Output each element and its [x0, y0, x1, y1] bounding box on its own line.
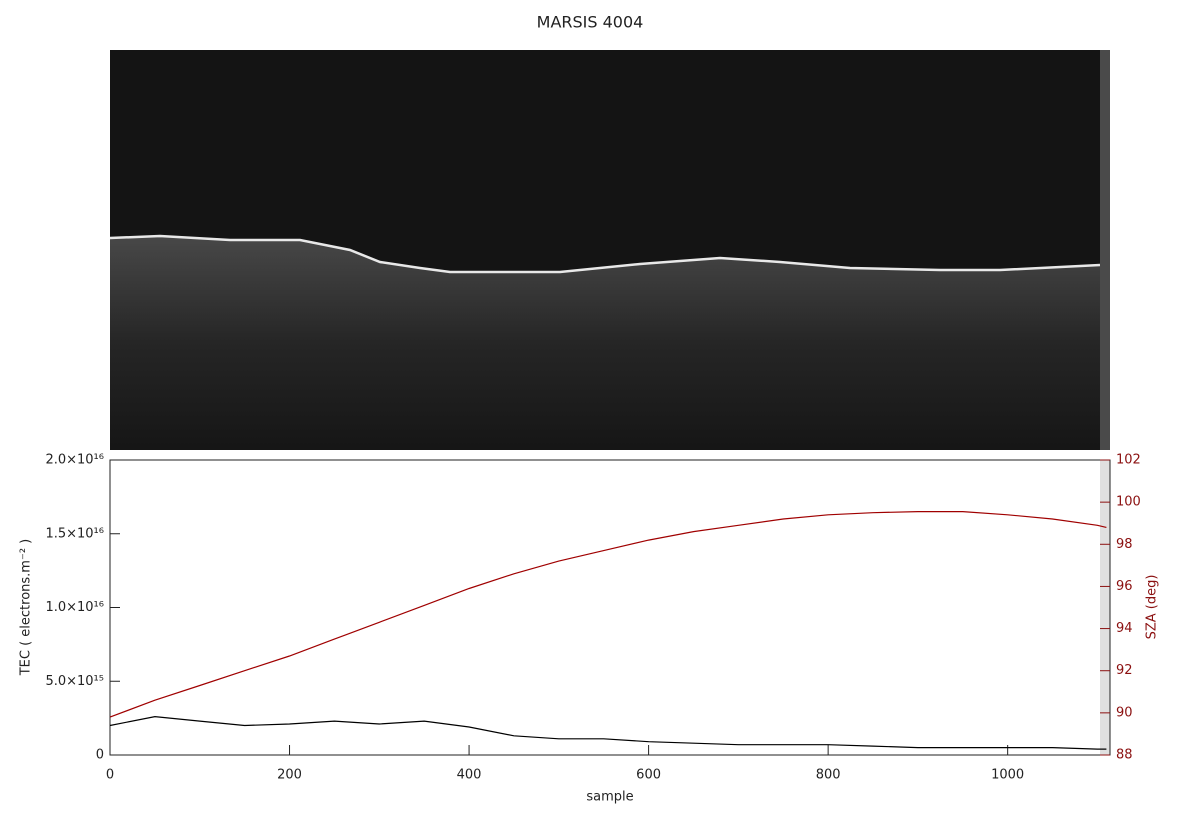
y-tick-label: 2.0×10¹⁶: [45, 453, 104, 468]
chart-title: MARSIS 4004: [537, 13, 644, 32]
series-line: [109, 715, 1107, 750]
y2-tick-label: 98: [1116, 537, 1133, 552]
surface-echo: [109, 234, 1101, 274]
y-tick-label: 1.0×10¹⁶: [45, 600, 104, 615]
x-tick-label: 0: [106, 768, 114, 783]
y2-tick-label: 100: [1116, 495, 1141, 510]
y2-tick-label: 96: [1116, 579, 1133, 594]
y2-tick-label: 92: [1116, 663, 1133, 678]
x-axis-label: sample: [586, 790, 633, 805]
y2-axis-label: SZA (deg): [1145, 575, 1160, 640]
y-tick-label: 5.0×10¹⁵: [45, 674, 104, 689]
x-tick-label: 200: [277, 768, 302, 783]
radargram: [109, 50, 1110, 450]
radargram-edge: [1100, 50, 1110, 450]
y2-tick-label: 88: [1116, 748, 1133, 763]
y2-tick-label: 94: [1116, 621, 1133, 636]
y-tick-label: 0: [96, 748, 104, 763]
y2-tick-label: 102: [1116, 453, 1141, 468]
y-axis-label: TEC ( electrons.m⁻² ): [19, 539, 34, 677]
x-tick-label: 400: [457, 768, 482, 783]
y-tick-label: 1.5×10¹⁶: [45, 526, 104, 541]
subsurface-clutter: [110, 236, 1100, 450]
plot-edge-strip: [1100, 460, 1110, 755]
x-tick-label: 800: [816, 768, 841, 783]
series-line: [109, 511, 1107, 718]
y2-tick-label: 90: [1116, 705, 1133, 720]
x-tick-label: 600: [636, 768, 661, 783]
plot-frame: [109, 459, 1111, 756]
x-tick-label: 1000: [991, 768, 1024, 783]
